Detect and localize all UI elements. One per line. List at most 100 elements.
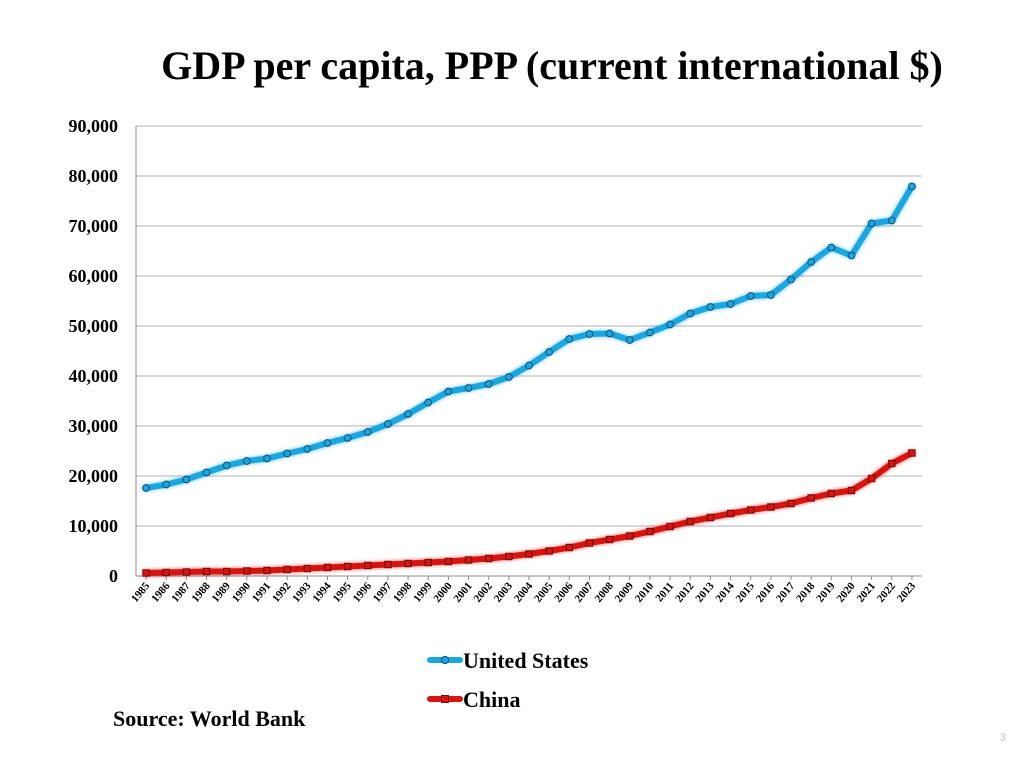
series — [141, 182, 917, 578]
x-tick-label: 2016 — [754, 580, 778, 605]
data-point — [424, 398, 433, 407]
data-point — [807, 258, 816, 266]
x-tick-label: 2000 — [431, 580, 455, 605]
x-tick-label: 1989 — [210, 580, 234, 605]
data-point — [142, 569, 150, 577]
y-tick-label: 30,000 — [69, 416, 119, 436]
legend-label: China — [463, 687, 520, 712]
data-point — [625, 336, 634, 344]
y-tick-label: 70,000 — [69, 216, 119, 236]
data-point — [222, 567, 231, 576]
data-point — [605, 535, 614, 544]
x-tick-label: 1987 — [169, 580, 193, 605]
data-point — [303, 445, 312, 453]
x-tick-label: 1991 — [250, 580, 273, 605]
x-tick-label: 2017 — [774, 580, 798, 605]
data-point — [142, 484, 150, 492]
data-point — [263, 566, 271, 575]
series-united-states — [141, 182, 917, 493]
legend-item: China — [427, 687, 520, 712]
series-glow — [141, 182, 917, 493]
x-tick-label: 2011 — [653, 580, 676, 604]
x-tick-label: 2020 — [834, 580, 858, 605]
data-point — [162, 480, 171, 489]
data-point — [202, 468, 211, 477]
x-tick-label: 1992 — [270, 580, 294, 605]
x-tick-label: 2010 — [633, 580, 657, 605]
data-point — [464, 384, 473, 392]
data-point — [505, 552, 513, 561]
data-point — [585, 330, 594, 338]
y-tick-label: 40,000 — [69, 366, 119, 386]
data-point — [404, 410, 412, 418]
x-tick-label: 2012 — [673, 580, 697, 605]
y-tick-label: 90,000 — [69, 116, 119, 136]
data-point — [283, 565, 291, 574]
x-tick-label: 1998 — [391, 580, 415, 605]
data-point — [343, 434, 352, 442]
data-point — [686, 309, 695, 318]
x-tick-label: 2004 — [512, 580, 536, 605]
data-point — [565, 543, 574, 552]
data-point — [242, 457, 251, 465]
data-point — [766, 291, 775, 299]
x-tick-label: 2023 — [895, 580, 919, 605]
data-point — [404, 559, 412, 568]
y-tick-label: 10,000 — [69, 516, 119, 536]
data-point — [484, 554, 493, 563]
data-point — [867, 474, 876, 483]
data-point — [525, 361, 533, 370]
data-point — [162, 568, 170, 577]
data-point — [787, 499, 795, 508]
data-point — [464, 556, 473, 564]
data-point — [585, 539, 594, 547]
data-point — [243, 567, 251, 575]
legend-item: United States — [427, 648, 589, 673]
data-point — [746, 292, 755, 300]
x-tick-label: 2008 — [593, 580, 617, 605]
x-tick-label: 1997 — [371, 580, 395, 605]
data-point — [444, 557, 453, 566]
data-point — [746, 506, 755, 514]
x-tick-label: 1988 — [190, 580, 214, 605]
x-tick-label: 2021 — [855, 580, 878, 605]
data-point — [847, 251, 856, 260]
data-point — [666, 522, 674, 531]
data-point — [384, 560, 392, 569]
data-point — [545, 348, 554, 356]
legend-label: United States — [463, 648, 589, 673]
y-tick-label: 60,000 — [69, 266, 119, 286]
x-tick-label: 2001 — [452, 580, 475, 605]
data-point — [908, 449, 916, 457]
data-point — [767, 503, 775, 511]
data-point — [626, 532, 634, 540]
grid-lines — [136, 125, 922, 527]
data-point — [364, 561, 372, 570]
x-tick-label: 2009 — [613, 580, 637, 605]
legend: United States China — [427, 648, 589, 712]
data-point — [847, 486, 856, 495]
data-point — [222, 461, 231, 470]
x-tick-label: 2019 — [814, 580, 838, 605]
data-point — [908, 182, 916, 191]
data-point — [263, 454, 271, 463]
data-point — [444, 387, 453, 396]
y-tick-label: 20,000 — [69, 466, 119, 486]
x-tick-label: 1995 — [331, 580, 355, 605]
x-axis-ticks: 1985198619871988198919901991199219931994… — [129, 576, 919, 605]
x-tick-label: 1994 — [310, 580, 334, 605]
data-point — [384, 420, 392, 428]
legend-marker — [440, 655, 450, 665]
x-tick-label: 2013 — [693, 580, 717, 605]
x-tick-label: 2003 — [492, 580, 516, 605]
data-point — [323, 439, 332, 447]
data-point — [565, 335, 574, 343]
page-number: 3 — [999, 732, 1006, 744]
x-tick-label: 1996 — [351, 580, 375, 605]
axes — [135, 126, 922, 577]
data-point — [323, 563, 332, 572]
y-tick-label: 80,000 — [69, 166, 119, 186]
data-point — [363, 428, 372, 436]
data-point — [887, 216, 896, 225]
data-point — [867, 219, 876, 228]
